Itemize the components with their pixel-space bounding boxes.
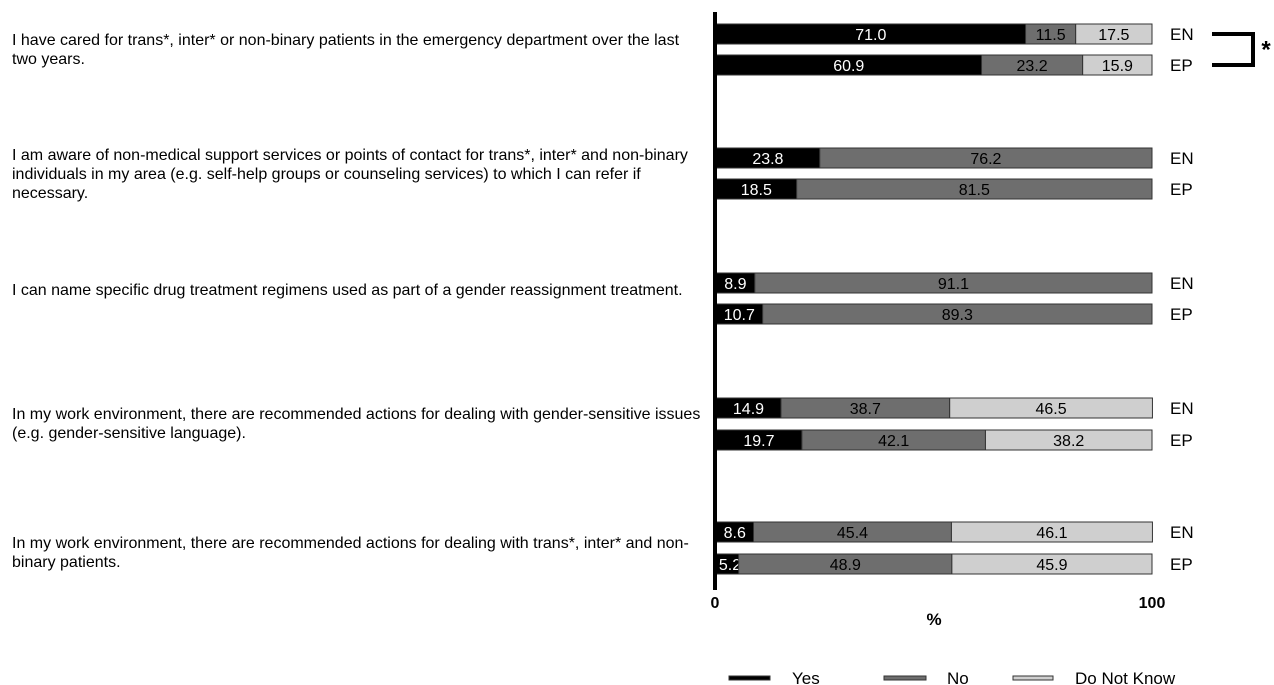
legend-label-do-not-know: Do Not Know — [1075, 669, 1176, 685]
data-label: 8.9 — [724, 276, 746, 293]
data-label: 23.2 — [1017, 58, 1048, 75]
group-label-ep: EP — [1170, 305, 1193, 324]
group-label-ep: EP — [1170, 555, 1193, 574]
data-label: 45.9 — [1036, 557, 1067, 574]
data-label: 8.6 — [724, 525, 746, 542]
group-label-ep: EP — [1170, 56, 1193, 75]
data-label: 48.9 — [830, 557, 861, 574]
question-label-2: I am aware of non-medical support servic… — [12, 147, 688, 202]
data-label: 60.9 — [833, 58, 864, 75]
data-label: 91.1 — [938, 276, 969, 293]
bar-do-not-know-en-4 — [949, 397, 1153, 419]
x-tick-label: 0 — [711, 595, 720, 612]
data-label: 76.2 — [970, 151, 1001, 168]
data-label: 46.1 — [1036, 525, 1067, 542]
data-label: 14.9 — [733, 401, 764, 418]
data-label: 5.2 — [719, 557, 741, 574]
group-label-ep: EP — [1170, 180, 1193, 199]
data-label: 38.7 — [850, 401, 881, 418]
question-label-4: In my work environment, there are recomm… — [12, 406, 701, 442]
question-label-3: I can name specific drug treatment regim… — [12, 282, 683, 299]
legend-label-yes: Yes — [792, 669, 820, 685]
legend-swatch-no — [883, 675, 927, 681]
bar-do-not-know-en-5 — [950, 521, 1153, 543]
legend-label-no: No — [947, 669, 969, 685]
legend-swatch-do-not-know — [1012, 675, 1054, 681]
data-label: 23.8 — [752, 151, 783, 168]
bar-no-en-2 — [819, 147, 1153, 169]
question-label-5: In my work environment, there are recomm… — [12, 535, 689, 571]
data-label: 45.4 — [837, 525, 868, 542]
data-label: 46.5 — [1035, 401, 1066, 418]
group-label-ep: EP — [1170, 431, 1193, 450]
data-label: 81.5 — [959, 182, 990, 199]
group-label-en: EN — [1170, 274, 1194, 293]
data-label: 71.0 — [855, 27, 886, 44]
group-label-en: EN — [1170, 149, 1194, 168]
group-label-en: EN — [1170, 25, 1194, 44]
legend-swatch-yes — [728, 675, 771, 681]
bar-no-ep-2 — [796, 178, 1153, 200]
bar-do-not-know-en-1 — [1075, 23, 1153, 45]
bar-no-ep-3 — [762, 303, 1153, 325]
group-label-en: EN — [1170, 523, 1194, 542]
bar-do-not-know-ep-5 — [951, 553, 1153, 575]
x-axis-label: % — [926, 610, 941, 629]
bar-no-en-3 — [754, 272, 1153, 294]
data-label: 89.3 — [942, 307, 973, 324]
data-label: 10.7 — [724, 307, 755, 324]
data-label: 11.5 — [1036, 27, 1066, 44]
group-label-en: EN — [1170, 399, 1194, 418]
significance-bracket — [1212, 32, 1255, 67]
x-tick-label: 100 — [1139, 595, 1166, 612]
bar-do-not-know-ep-1 — [1082, 54, 1153, 76]
data-label: 15.9 — [1102, 58, 1133, 75]
bar-do-not-know-ep-4 — [984, 429, 1153, 451]
significance-marker: * — [1261, 37, 1271, 64]
data-label: 42.1 — [878, 433, 909, 450]
data-label: 19.7 — [743, 433, 774, 450]
data-label: 18.5 — [741, 182, 772, 199]
question-label-1: I have cared for trans*, inter* or non-b… — [12, 32, 680, 68]
data-label: 17.5 — [1098, 27, 1129, 44]
data-label: 38.2 — [1053, 433, 1084, 450]
